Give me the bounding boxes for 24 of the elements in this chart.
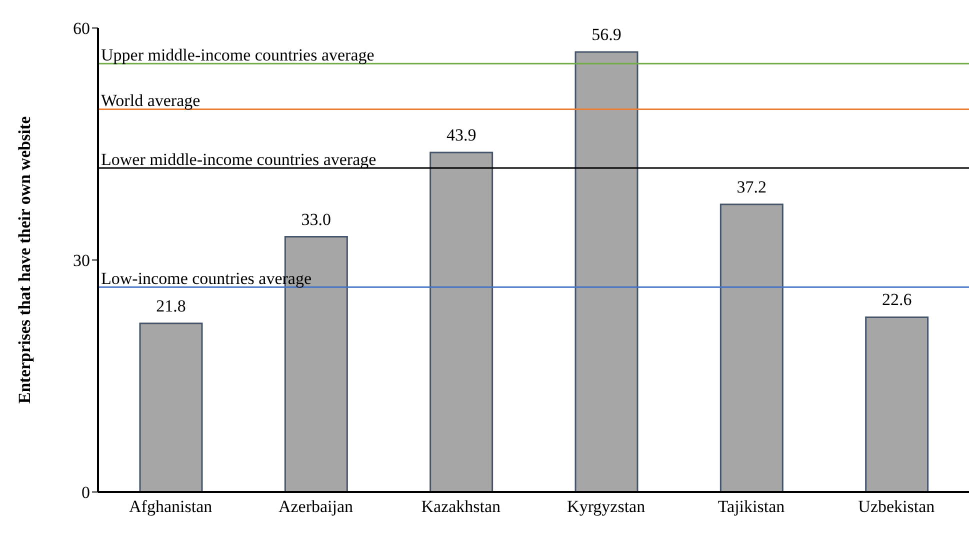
- x-tick-label: Kyrgyzstan: [567, 497, 646, 516]
- y-tick-label: 30: [73, 251, 90, 270]
- x-tick-label: Azerbaijan: [278, 497, 354, 516]
- ref-line-label: Lower middle-income countries average: [101, 150, 376, 169]
- data-label: 22.6: [882, 290, 912, 310]
- x-tick-label: Kazakhstan: [421, 497, 502, 516]
- x-tick-label: Uzbekistan: [858, 497, 936, 516]
- data-label: 56.9: [592, 24, 622, 44]
- ref-line-label: World average: [101, 91, 200, 110]
- bar: [574, 51, 638, 492]
- data-label: 21.8: [156, 296, 186, 316]
- bar: [865, 316, 929, 492]
- y-axis-title: Enterprises that have their own website: [15, 116, 34, 404]
- bar: [720, 204, 784, 492]
- data-label: 33.0: [301, 210, 332, 229]
- data-label: 43.9: [446, 126, 476, 145]
- bar: [139, 322, 203, 492]
- x-tick-label: Afghanistan: [129, 497, 213, 516]
- ref-line-label: Upper middle-income countries average: [101, 46, 374, 65]
- y-tick-label: 60: [73, 19, 90, 38]
- y-tick-label: 0: [82, 483, 90, 502]
- x-tick-label: Tajikistan: [718, 497, 786, 516]
- bar: [430, 152, 494, 492]
- data-label: 37.2: [736, 177, 767, 196]
